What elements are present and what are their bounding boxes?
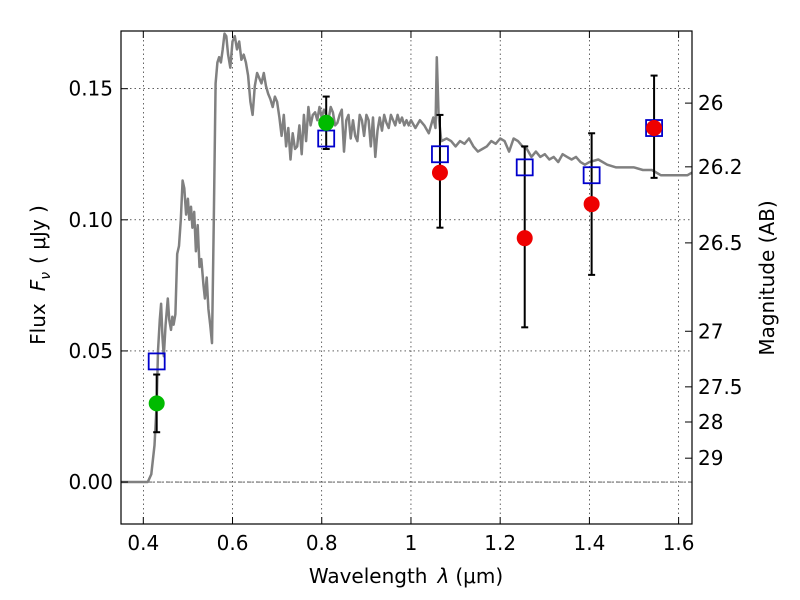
y-tick-label: 0.00 <box>68 470 113 494</box>
flux-point <box>646 120 663 137</box>
x-tick-labels: 0.4 0.6 0.8 1 1.2 1.4 1.6 <box>127 531 694 555</box>
model-photometry-square <box>515 158 534 177</box>
plot-frame <box>120 30 693 525</box>
magnitude-tick-label: 27.5 <box>698 375 743 399</box>
magnitude-tick-label: 29 <box>698 446 723 470</box>
x-tick-label: 0.6 <box>217 531 249 555</box>
model-photometry-square <box>582 166 601 185</box>
detection-point <box>148 395 165 412</box>
flux-point <box>516 230 533 247</box>
y-tick-label: 0.10 <box>68 208 113 232</box>
magnitude-tick-labels: 26 26.2 26.5 27 27.5 28 29 <box>698 91 743 470</box>
y-axis-title: FluxFν( μJy ) <box>26 205 54 345</box>
x-tick-label: 1.4 <box>573 531 605 555</box>
x-tick-label: 0.4 <box>127 531 159 555</box>
x-tick-label: 1.2 <box>484 531 516 555</box>
magnitude-tick-label: 27 <box>698 319 723 343</box>
magnitude-tick-label: 28 <box>698 410 723 434</box>
x-axis-title: Wavelength λ (μm) <box>309 564 503 588</box>
model-photometry-square <box>431 145 449 164</box>
y2-axis-title: Magnitude (AB) <box>755 200 779 355</box>
y-tick-labels: 0.00 0.05 0.10 0.15 <box>68 77 113 494</box>
flux-point <box>431 164 448 181</box>
y-tick-label: 0.05 <box>68 339 113 363</box>
detection-point <box>318 114 335 131</box>
x-tick-label: 0.8 <box>306 531 338 555</box>
magnitude-tick-label: 26 <box>698 91 723 115</box>
observed-flux-markers <box>148 114 663 412</box>
magnitude-tick-label: 26.2 <box>698 155 743 179</box>
magnitude-tick-label: 26.5 <box>698 231 743 255</box>
flux-point <box>583 196 600 213</box>
y-tick-label: 0.15 <box>68 77 113 101</box>
x-tick-label: 1 <box>405 531 418 555</box>
axis-ticks <box>121 31 692 524</box>
model-photometry-square <box>147 352 166 371</box>
x-tick-label: 1.6 <box>663 531 695 555</box>
